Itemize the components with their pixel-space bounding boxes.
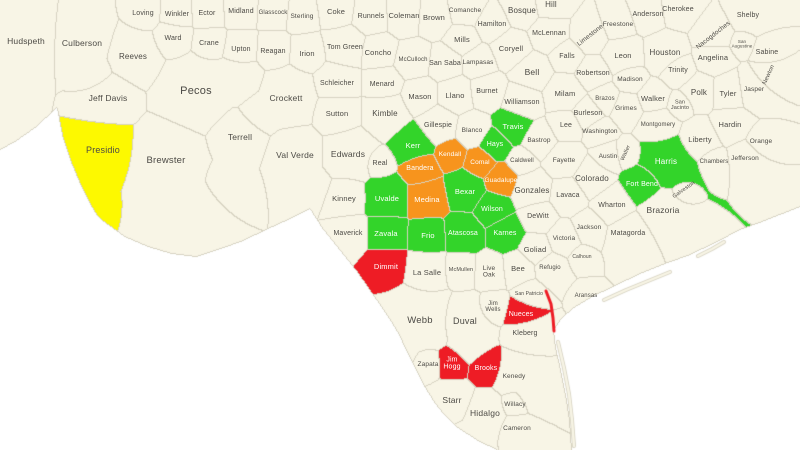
texas-county-choropleth-map: Hudspeth Culberson Reeves Loving Winkler Ecto… (0, 0, 800, 450)
county-regions-canvas[interactable] (0, 0, 800, 450)
